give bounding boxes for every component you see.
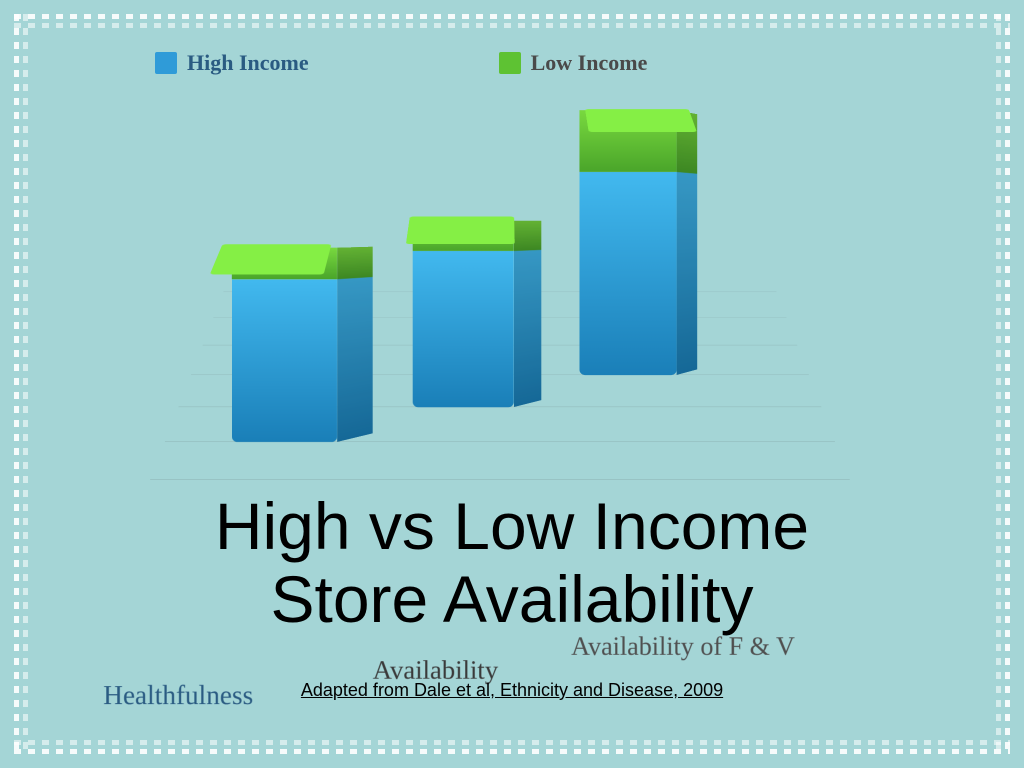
legend-item-low-income: Low Income (499, 50, 648, 76)
legend-item-high-income: High Income (155, 50, 309, 76)
bar-chart: HealthfulnessAvailabilityAvailability of… (150, 110, 850, 480)
slide-title: High vs Low Income Store Availability (0, 490, 1024, 635)
category-label: Availability of F & V (571, 631, 795, 662)
chart-floor: HealthfulnessAvailabilityAvailability of… (150, 292, 850, 480)
legend-swatch (499, 52, 521, 74)
legend: High Income Low Income (155, 50, 884, 76)
legend-swatch (155, 52, 177, 74)
legend-label: High Income (187, 50, 309, 76)
legend-label: Low Income (531, 50, 648, 76)
title-line-1: High vs Low Income (215, 489, 809, 563)
title-line-2: Store Availability (270, 562, 753, 636)
citation: Adapted from Dale et al, Ethnicity and D… (0, 680, 1024, 701)
